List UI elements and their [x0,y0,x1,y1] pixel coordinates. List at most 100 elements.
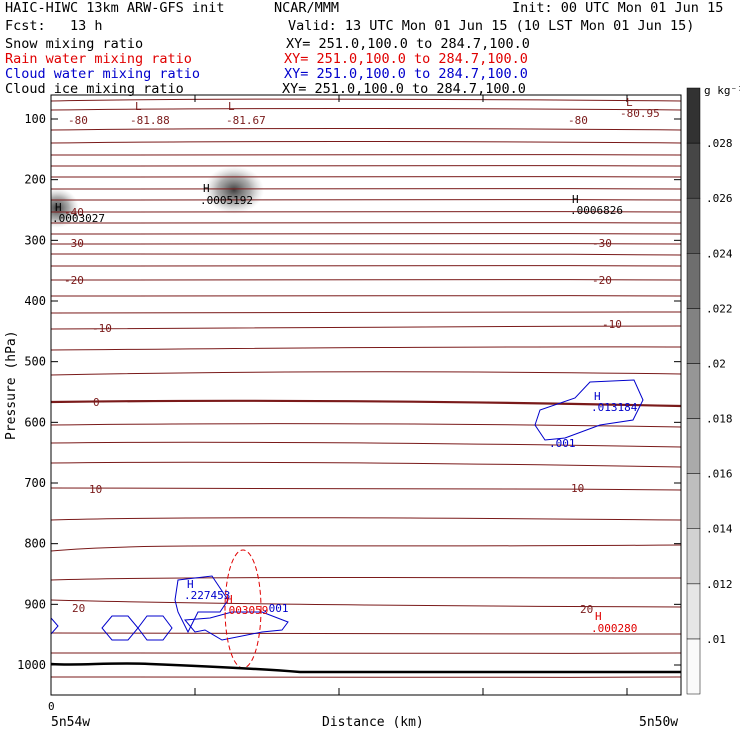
colorbar-tick-label: .024 [706,247,733,260]
temp-zero-contour [51,399,681,408]
high-marker-symbol: H [226,593,233,606]
temp-label: -40 [64,206,84,219]
temp-label: -10 [602,318,622,331]
temp-contour-line [51,253,681,256]
x-axis-title: Distance (km) [322,715,424,730]
high-marker-value: .0006826 [570,204,623,217]
colorbar: .01 .012 .014 .016 .018 .02 .022 .024 .026 .028 [686,87,733,695]
y-tick-label: 300 [24,233,46,247]
temp-contour-line [51,544,681,552]
temp-contour-line [51,278,681,281]
init-time: Init: 00 UTC Mon 01 Jun 15 [512,0,724,16]
org-label: NCAR/MMM [274,0,340,16]
high-marker-value: .0005192 [200,194,253,207]
temp-contour-line [51,164,681,167]
y-tick-label: 600 [24,415,46,429]
temp-contour-line [51,371,681,376]
extrema-markers: L L L H .0003027 H .0005192 H .0006826 H… [52,96,638,635]
temp-contour-line [51,198,681,201]
cloud-water-label: .001 [262,602,289,615]
temp-label: 20 [580,603,593,616]
temp-label: 10 [89,483,102,496]
colorbar-swatch [686,473,701,529]
cloud-water-label: .001 [549,437,576,450]
high-marker-symbol: H [203,182,210,195]
temp-contour-line [51,264,681,267]
temp-contour-line [51,98,681,102]
colorbar-swatch [686,253,701,309]
temp-label: -30 [592,237,612,250]
colorbar-swatch [686,87,701,144]
temp-label: -80 [68,114,88,127]
field-xy-snow: XY= 251.0,100.0 to 284.7,100.0 [286,36,530,52]
high-marker-value: .000280 [591,622,637,635]
snow-shade-blob [51,188,79,228]
temp-label: 20 [72,602,85,615]
temp-contour-line [51,221,681,224]
y-tick-label: 900 [24,597,46,611]
colorbar-swatch [686,197,701,254]
colorbar-unit: g kg⁻¹ [704,84,740,97]
colorbar-tick-label: .016 [706,468,733,481]
temp-label: -81.88 [130,114,170,127]
field-xy-cloud-water: XY= 251.0,100.0 to 284.7,100.0 [284,66,528,82]
cloud-water-contour [137,615,173,641]
high-marker-symbol: H [595,610,602,623]
x-axis [50,95,628,695]
colorbar-swatch [686,583,701,640]
high-marker-symbol: H [187,578,194,591]
temp-label: -80.95 [620,107,660,120]
temp-contour-line [51,441,681,448]
colorbar-tick-label: .01 [706,633,726,646]
field-name-cloud-water: Cloud water mixing ratio [5,66,201,82]
model-title: HAIC-HIWC 13km ARW-GFS init [5,0,225,16]
temp-contour-line [51,517,681,521]
temp-contour-line [51,346,681,351]
forecast-hour: Fcst: 13 h [5,18,103,34]
temp-contour-line [51,153,681,156]
x-label-right: 5n50w [639,715,678,730]
temp-label: -20 [64,274,84,287]
temp-contour-line [51,311,681,314]
temp-contour-line [51,487,681,491]
temp-contour-line [51,108,681,111]
colorbar-tick-label: .02 [706,357,726,370]
plot-frame [50,94,682,696]
colorbar-swatch [686,142,701,199]
temp-label: 10 [571,482,584,495]
y-tick-label: 100 [24,112,46,126]
high-marker-value: .003059 [222,604,268,617]
cloud-water-contours [51,379,644,641]
high-marker-value: .013184 [591,401,638,414]
high-marker-symbol: H [594,390,601,403]
colorbar-swatch [686,308,701,364]
y-tick-label: 400 [24,294,46,308]
temp-contour-line [51,141,681,144]
temp-contour-line [51,128,681,131]
temperature-contours [51,98,681,678]
temp-contour-line [51,577,681,581]
colorbar-tick-label: .022 [706,302,733,315]
colorbar-tick-label: .014 [706,523,733,536]
field-name-rain: Rain water mixing ratio [5,51,192,67]
colorbar-tick-label: .028 [706,137,733,150]
valid-time: Valid: 13 UTC Mon 01 Jun 15 (10 LST Mon … [288,18,695,34]
cloud-water-contour [101,615,139,641]
terrain-surface-line [50,662,681,674]
temp-label: -20 [592,274,612,287]
low-marker-symbol: L [626,96,633,109]
colorbar-tick-label: .012 [706,578,733,591]
field-xy-rain: XY= 251.0,100.0 to 284.7,100.0 [284,51,528,67]
temperature-labels: -80 -81.88 -81.67 -80 -80.95 -40 -30 -30… [64,107,660,616]
temp-contour-line [51,242,681,245]
snow-shade-blob [204,166,264,214]
high-marker-value: .227453 [184,589,230,602]
snow-shading [51,166,264,228]
colorbar-tick-label: .018 [706,413,733,426]
temp-label: 0 [93,396,100,409]
temp-contour-line [51,423,681,428]
temp-contour-line [51,232,681,235]
high-marker-symbol: H [55,201,62,214]
colorbar-swatch [686,363,701,419]
